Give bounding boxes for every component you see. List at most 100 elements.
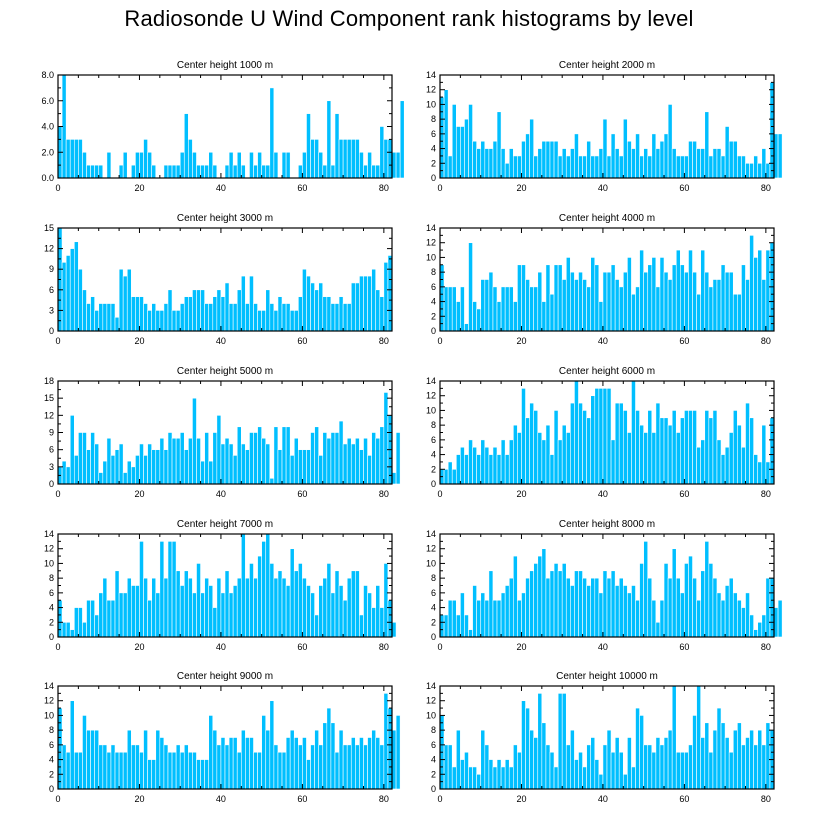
histogram-bar [655, 402, 661, 485]
histogram-bar [395, 432, 401, 485]
histogram-bar [671, 548, 677, 638]
histogram-bar [749, 729, 754, 790]
histogram-bar [375, 585, 381, 638]
histogram-bar [167, 751, 173, 790]
histogram-bar [367, 592, 372, 638]
histogram-bar [614, 402, 620, 485]
histogram-bar [696, 148, 701, 179]
histogram-bar [757, 461, 763, 485]
y-tick-label: 8 [49, 725, 54, 735]
histogram-bar [680, 155, 685, 179]
histogram-bar [488, 454, 494, 485]
histogram-bar [94, 729, 100, 790]
histogram-bar [761, 424, 767, 485]
histogram-bar [98, 472, 104, 485]
histogram-bar [391, 151, 397, 179]
histogram-bar [460, 286, 465, 332]
x-tick-label: 20 [134, 794, 144, 804]
histogram-bar [614, 148, 620, 179]
y-tick-label: 10 [426, 710, 436, 720]
x-tick-label: 40 [598, 489, 608, 499]
histogram-bar [541, 548, 547, 638]
y-tick-label: 8 [431, 573, 436, 583]
x-tick-label: 0 [437, 183, 442, 193]
histogram-bar [745, 162, 750, 179]
histogram-bar [183, 449, 189, 485]
histogram-bar [363, 275, 368, 332]
histogram-bar [598, 773, 604, 790]
histogram-bar [529, 402, 534, 485]
histogram-bar [525, 577, 530, 638]
histogram-bar [757, 162, 763, 179]
histogram-bar [383, 262, 389, 332]
y-tick-label: 6 [431, 588, 436, 598]
x-tick-label: 20 [516, 183, 526, 193]
histogram-bar [484, 148, 490, 179]
histogram-bar [590, 395, 596, 485]
histogram-bar [504, 286, 510, 332]
histogram-bar [606, 155, 612, 179]
histogram-bar [232, 585, 238, 638]
histogram-bar [269, 87, 275, 179]
histogram-bar [443, 614, 449, 638]
histogram-bar [504, 585, 510, 638]
histogram-bar [598, 592, 604, 638]
histogram-bar [745, 737, 750, 790]
histogram-bar [692, 410, 697, 485]
histogram-bar [749, 162, 754, 179]
y-tick-label: 14 [44, 529, 54, 539]
histogram-bar [151, 303, 157, 332]
y-tick-label: 0 [431, 173, 436, 183]
histogram-bar [720, 454, 726, 485]
histogram-bar [472, 140, 477, 179]
histogram-bar [350, 139, 356, 179]
histogram-bar [73, 455, 79, 485]
histogram-bar [57, 707, 63, 790]
histogram-bar [82, 151, 87, 179]
histogram-bar [306, 585, 311, 638]
histogram-bar [602, 388, 608, 485]
histogram-bar [684, 155, 689, 179]
histogram-bar [139, 443, 144, 485]
histogram-bar [371, 164, 377, 179]
x-tick-label: 60 [679, 642, 689, 652]
histogram-bar [525, 133, 530, 179]
histogram-bar [692, 140, 697, 179]
histogram-bar [167, 289, 173, 332]
histogram-bar [102, 460, 108, 485]
histogram-bar [94, 164, 100, 179]
y-tick-label: 2 [431, 769, 436, 779]
histogram-bar [326, 437, 332, 485]
histogram-bar [131, 466, 136, 485]
histogram-bar [192, 151, 197, 179]
y-tick-label: 4 [49, 755, 54, 765]
histogram-bar [155, 729, 161, 790]
histogram-bar [741, 446, 746, 485]
histogram-bar [631, 380, 636, 485]
y-tick-label: 6 [49, 740, 54, 750]
histogram-bar [570, 729, 575, 790]
panel-title: Center height 10000 m [556, 671, 658, 682]
x-tick-label: 60 [679, 336, 689, 346]
histogram-bar [647, 264, 653, 332]
histogram-bar [610, 751, 616, 790]
histogram-bar [586, 140, 592, 179]
x-tick-label: 20 [516, 794, 526, 804]
histogram-bar [777, 133, 783, 179]
histogram-bar [65, 751, 71, 790]
histogram-bar [618, 577, 624, 638]
histogram-bar [69, 629, 75, 638]
histogram-bar [183, 570, 189, 638]
y-tick-label: 6 [49, 285, 54, 295]
histogram-bar [761, 744, 767, 790]
histogram-bar [627, 432, 632, 485]
histogram-bar [655, 148, 661, 179]
histogram-bar [712, 148, 718, 179]
panel-title: Center height 3000 m [177, 213, 273, 224]
histogram-bar [517, 432, 522, 485]
histogram-bar [363, 437, 368, 485]
histogram-bar [565, 744, 571, 790]
histogram-bar [122, 275, 128, 332]
histogram-bar [720, 155, 726, 179]
histogram-bar [179, 151, 185, 179]
